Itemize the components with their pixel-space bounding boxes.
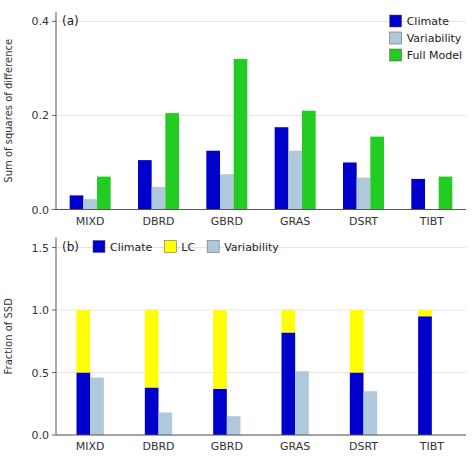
bar [77, 310, 91, 373]
grid-line [56, 21, 466, 22]
tick [52, 209, 56, 210]
legend-label: Variability [224, 241, 279, 254]
category-label: GBRD [211, 215, 243, 228]
bar [206, 151, 220, 210]
bar [234, 59, 248, 209]
tick-label: 0.0 [32, 429, 50, 442]
category-label: MIXD [76, 215, 105, 228]
category-label: GRAS [280, 215, 310, 228]
bar [227, 416, 241, 435]
bar [282, 310, 296, 333]
tick-label: 0.2 [32, 109, 50, 122]
category-label: DBRD [142, 440, 174, 453]
axis-label: Sum of squares of difference [3, 39, 14, 183]
legend-label: Climate [407, 15, 450, 28]
tick [52, 247, 56, 248]
x-axis [56, 209, 466, 210]
bar [152, 187, 166, 210]
bar [138, 160, 152, 209]
bar [145, 388, 159, 436]
legend-swatch [164, 241, 176, 253]
tick-label: 0.5 [32, 367, 50, 380]
bar [288, 151, 302, 210]
x-axis [56, 435, 466, 436]
bar [364, 391, 378, 435]
bar [213, 389, 227, 435]
annotation: (b) [62, 240, 79, 254]
annotation: (a) [62, 14, 79, 28]
legend-label: Climate [110, 241, 153, 254]
category-label: MIXD [76, 440, 105, 453]
tick [52, 115, 56, 116]
legend: Climate LC Variability [93, 241, 279, 254]
grid-line [56, 115, 466, 116]
panel: 0.0 0.2 0.4 Sum of squares of difference MIX… [3, 12, 466, 228]
bar [90, 378, 104, 436]
legend-swatch [93, 241, 105, 253]
legend-label: Full Model [407, 49, 462, 62]
bar [357, 178, 371, 210]
grid-line [56, 209, 466, 210]
bar [418, 310, 432, 316]
bar [370, 137, 384, 210]
y-axis [56, 238, 57, 436]
tick-label: 1.0 [32, 304, 50, 317]
legend-label: LC [181, 241, 195, 254]
bar [220, 174, 234, 209]
grid-line [56, 435, 466, 436]
chart: 0.0 0.2 0.4 Sum of squares of difference MIX… [0, 0, 474, 463]
legend: Climate Variability Full Model [390, 15, 462, 62]
grid-line [56, 372, 466, 373]
tick-label: 0.0 [32, 204, 50, 217]
tick-label: 1.5 [32, 242, 50, 255]
tick-label: 0.4 [32, 15, 50, 28]
category-label: GBRD [211, 440, 243, 453]
bar [295, 371, 309, 435]
bar [70, 195, 84, 209]
bar [77, 373, 91, 436]
category-label: DBRD [142, 215, 174, 228]
tick [52, 435, 56, 436]
bar [159, 413, 173, 436]
legend-label: Variability [407, 32, 462, 45]
bar [350, 310, 364, 373]
category-label: TIBT [419, 215, 445, 228]
category-label: GRAS [280, 440, 310, 453]
bar [439, 177, 453, 210]
bar [282, 333, 296, 436]
bar [418, 316, 432, 435]
legend-swatch [390, 15, 402, 27]
category-label: DSRT [349, 440, 378, 453]
category-label: TIBT [419, 440, 445, 453]
legend-swatch [207, 241, 219, 253]
legend-swatch [390, 32, 402, 44]
tick [52, 21, 56, 22]
bar [275, 127, 289, 209]
axis-label: Fraction of SSD [3, 298, 14, 375]
bar [83, 199, 97, 209]
bar [302, 111, 316, 210]
bar [165, 113, 179, 209]
tick [52, 310, 56, 311]
tick [52, 372, 56, 373]
grid-line [56, 310, 466, 311]
bar [213, 310, 227, 389]
bars [70, 59, 453, 209]
legend-swatch [390, 49, 402, 61]
bar [145, 310, 159, 388]
panel: 0.0 0.5 1.0 1.5 Fraction of SSD MIXD DBRD GBRD G… [3, 238, 466, 454]
bar [350, 373, 364, 436]
bars [77, 310, 432, 435]
bar [343, 162, 357, 209]
category-label: DSRT [349, 215, 378, 228]
y-axis [56, 12, 57, 210]
bar [411, 179, 425, 210]
bar [97, 177, 111, 210]
